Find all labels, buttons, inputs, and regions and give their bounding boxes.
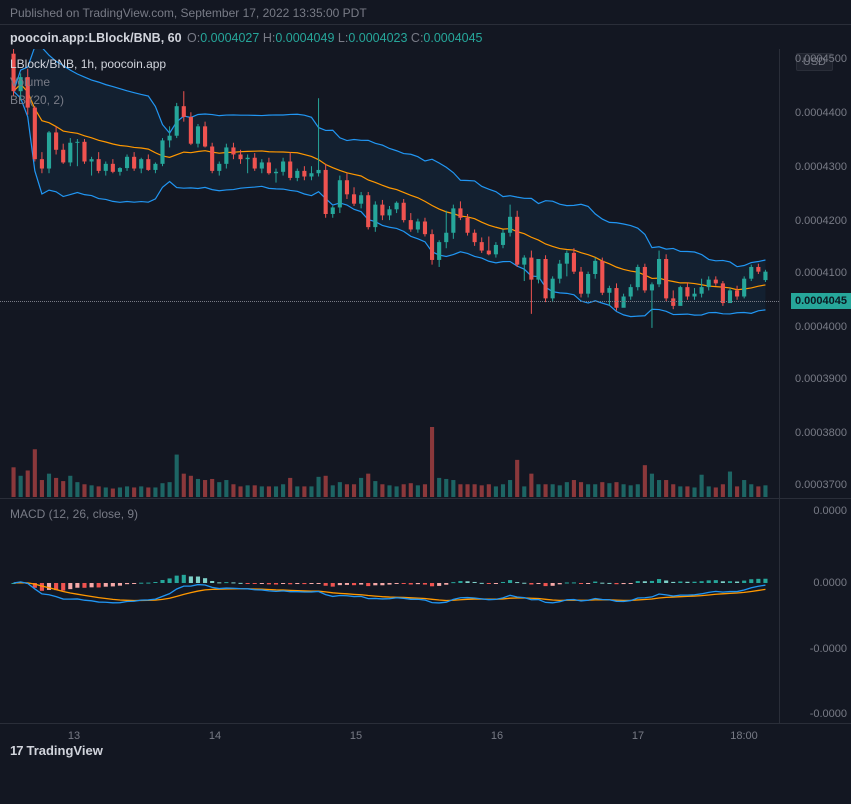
price-tick: 0.0004100 xyxy=(795,267,847,279)
price-tick: 0.0003700 xyxy=(795,479,847,491)
price-tick: 0.0003800 xyxy=(795,427,847,439)
macd-tick: 0.0000 xyxy=(813,505,847,517)
symbol: poocoin.app:LBlock/BNB xyxy=(10,31,161,45)
time-tick: 14 xyxy=(209,730,221,742)
time-tick: 17 xyxy=(632,730,644,742)
current-price-tag: 0.0004045 xyxy=(791,293,851,309)
legend-volume: Volume xyxy=(10,73,166,91)
price-tick: 0.0004400 xyxy=(795,107,847,119)
macd-axis[interactable]: 0.0000 0.0000 -0.0000 -0.0000 xyxy=(779,499,851,723)
price-tick: 0.0004000 xyxy=(795,321,847,333)
price-tick: 0.0004500 xyxy=(795,53,847,65)
publish-text: Published on TradingView.com, September … xyxy=(10,6,367,20)
macd-plot[interactable] xyxy=(0,499,779,723)
main-chart-panel[interactable]: LBlock/BNB, 1h, poocoin.app Volume BB (2… xyxy=(0,49,851,499)
price-axis[interactable]: USD 0.00045000.00044000.00043000.0004200… xyxy=(779,49,851,498)
macd-tick: -0.0000 xyxy=(810,708,847,720)
legend-symbol: LBlock/BNB, 1h, poocoin.app xyxy=(10,55,166,73)
time-tick: 13 xyxy=(68,730,80,742)
time-tick: 15 xyxy=(350,730,362,742)
legend-bb: BB (20, 2) xyxy=(10,91,166,109)
macd-panel[interactable]: MACD (12, 26, close, 9) 0.0000 0.0000 -0.0… xyxy=(0,499,851,724)
publish-header: Published on TradingView.com, September … xyxy=(0,0,851,25)
current-price-line xyxy=(0,301,779,302)
ticker-line: poocoin.app:LBlock/BNB, 60 O:0.0004027 H… xyxy=(0,25,851,49)
main-plot[interactable] xyxy=(0,49,779,498)
macd-legend: MACD (12, 26, close, 9) xyxy=(10,505,138,523)
logo-mark: 17 xyxy=(10,743,22,758)
macd-tick: 0.0000 xyxy=(813,577,847,589)
tradingview-logo: 17 TradingView xyxy=(10,743,103,758)
price-tick: 0.0004300 xyxy=(795,161,847,173)
time-tick: 18:00 xyxy=(730,730,758,742)
logo-text: TradingView xyxy=(26,743,102,758)
time-tick: 16 xyxy=(491,730,503,742)
price-tick: 0.0004200 xyxy=(795,215,847,227)
macd-tick: -0.0000 xyxy=(810,643,847,655)
main-legend: LBlock/BNB, 1h, poocoin.app Volume BB (2… xyxy=(10,55,166,109)
time-axis[interactable]: 13 14 15 16 17 18:00 17 TradingView xyxy=(0,724,851,762)
price-tick: 0.0003900 xyxy=(795,373,847,385)
